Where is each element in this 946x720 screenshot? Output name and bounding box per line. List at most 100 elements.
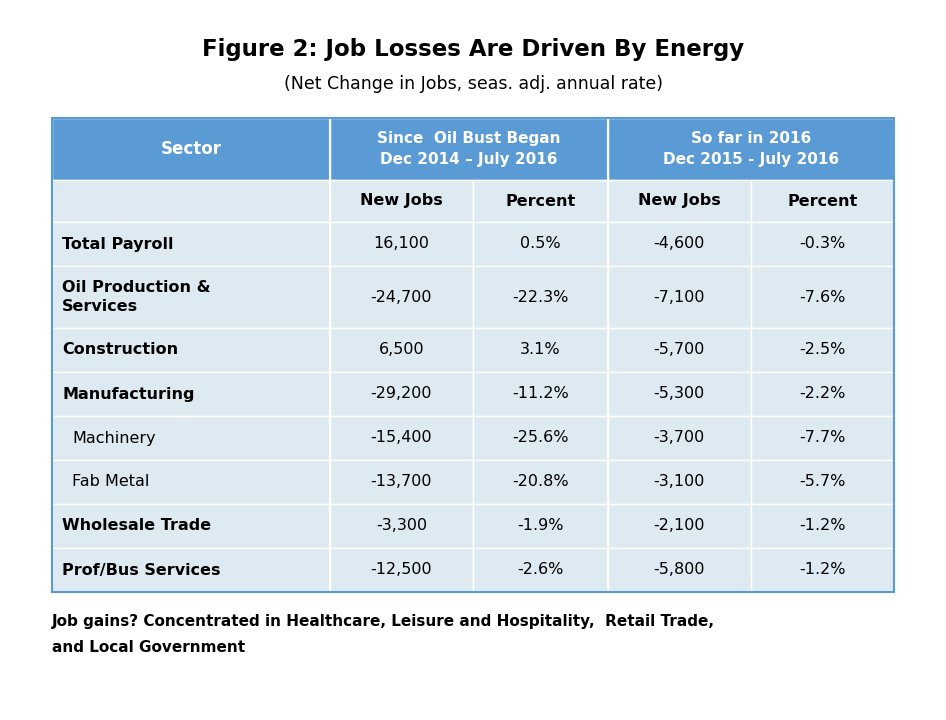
Bar — [607, 118, 894, 180]
Bar — [52, 180, 330, 222]
Bar — [751, 460, 894, 504]
Bar — [52, 372, 330, 416]
Bar — [751, 504, 894, 548]
Text: -5,800: -5,800 — [654, 562, 705, 577]
Text: Oil Production &
Services: Oil Production & Services — [62, 280, 211, 314]
Text: Fab Metal: Fab Metal — [72, 474, 149, 490]
Text: -5,300: -5,300 — [654, 387, 705, 402]
Bar — [52, 460, 330, 504]
Text: Construction: Construction — [62, 343, 178, 358]
Text: Wholesale Trade: Wholesale Trade — [62, 518, 211, 534]
Text: -22.3%: -22.3% — [512, 289, 569, 305]
Bar — [330, 328, 473, 372]
Text: and Local Government: and Local Government — [52, 640, 245, 655]
Bar — [607, 548, 751, 592]
Text: (Net Change in Jobs, seas. adj. annual rate): (Net Change in Jobs, seas. adj. annual r… — [284, 75, 662, 93]
Text: Machinery: Machinery — [72, 431, 156, 446]
Text: -2.6%: -2.6% — [517, 562, 564, 577]
Text: -7.6%: -7.6% — [799, 289, 846, 305]
Text: Total Payroll: Total Payroll — [62, 236, 173, 251]
Bar — [607, 328, 751, 372]
Bar — [330, 118, 607, 180]
Bar — [330, 504, 473, 548]
Text: -1.9%: -1.9% — [517, 518, 564, 534]
Bar — [751, 180, 894, 222]
Bar — [330, 180, 473, 222]
Text: Sector: Sector — [161, 140, 221, 158]
Text: New Jobs: New Jobs — [638, 194, 721, 209]
Text: -5.7%: -5.7% — [799, 474, 846, 490]
Text: -2.5%: -2.5% — [799, 343, 846, 358]
Bar — [751, 266, 894, 328]
Text: -5,700: -5,700 — [654, 343, 705, 358]
Text: Prof/Bus Services: Prof/Bus Services — [62, 562, 220, 577]
Bar — [473, 180, 607, 222]
Bar — [607, 504, 751, 548]
Text: New Jobs: New Jobs — [360, 194, 443, 209]
Text: Figure 2: Job Losses Are Driven By Energy: Figure 2: Job Losses Are Driven By Energ… — [201, 38, 745, 61]
Text: -1.2%: -1.2% — [799, 518, 846, 534]
Bar — [473, 504, 607, 548]
Bar — [473, 222, 607, 266]
Bar — [52, 504, 330, 548]
Text: 0.5%: 0.5% — [520, 236, 561, 251]
Text: -7,100: -7,100 — [654, 289, 705, 305]
Text: -1.2%: -1.2% — [799, 562, 846, 577]
Text: -0.3%: -0.3% — [799, 236, 846, 251]
Bar — [607, 222, 751, 266]
Text: 6,500: 6,500 — [378, 343, 424, 358]
Text: Job gains? Concentrated in Healthcare, Leisure and Hospitality,  Retail Trade,: Job gains? Concentrated in Healthcare, L… — [52, 614, 715, 629]
Text: -11.2%: -11.2% — [512, 387, 569, 402]
Bar — [52, 266, 330, 328]
Text: -13,700: -13,700 — [371, 474, 432, 490]
Text: Percent: Percent — [787, 194, 858, 209]
Bar — [473, 372, 607, 416]
Text: -2,100: -2,100 — [654, 518, 705, 534]
Bar — [473, 416, 607, 460]
Bar — [473, 328, 607, 372]
Text: Manufacturing: Manufacturing — [62, 387, 195, 402]
Text: -7.7%: -7.7% — [799, 431, 846, 446]
Text: -15,400: -15,400 — [371, 431, 432, 446]
Text: -4,600: -4,600 — [654, 236, 705, 251]
Bar — [473, 460, 607, 504]
Text: -3,100: -3,100 — [654, 474, 705, 490]
Bar — [607, 372, 751, 416]
Text: 16,100: 16,100 — [374, 236, 429, 251]
Bar — [751, 372, 894, 416]
Text: -3,300: -3,300 — [376, 518, 427, 534]
Bar — [52, 548, 330, 592]
Bar — [751, 222, 894, 266]
Bar — [607, 266, 751, 328]
Bar — [607, 180, 751, 222]
Bar — [330, 222, 473, 266]
Bar — [52, 222, 330, 266]
Text: Since  Oil Bust Began
Dec 2014 – July 2016: Since Oil Bust Began Dec 2014 – July 201… — [377, 131, 561, 167]
Bar — [52, 118, 330, 180]
Bar — [751, 548, 894, 592]
Text: 3.1%: 3.1% — [520, 343, 561, 358]
Bar — [607, 416, 751, 460]
Bar — [330, 460, 473, 504]
Bar — [751, 416, 894, 460]
Bar — [330, 266, 473, 328]
Bar — [330, 372, 473, 416]
Bar — [52, 118, 894, 592]
Bar — [473, 548, 607, 592]
Bar — [52, 416, 330, 460]
Bar — [52, 328, 330, 372]
Text: -2.2%: -2.2% — [799, 387, 846, 402]
Text: So far in 2016
Dec 2015 - July 2016: So far in 2016 Dec 2015 - July 2016 — [663, 131, 839, 167]
Bar — [473, 266, 607, 328]
Bar — [330, 416, 473, 460]
Text: -3,700: -3,700 — [654, 431, 705, 446]
Text: Percent: Percent — [505, 194, 575, 209]
Bar — [607, 460, 751, 504]
Text: -20.8%: -20.8% — [512, 474, 569, 490]
Bar — [751, 328, 894, 372]
Bar — [330, 548, 473, 592]
Text: -25.6%: -25.6% — [512, 431, 569, 446]
Text: -12,500: -12,500 — [371, 562, 432, 577]
Text: -24,700: -24,700 — [371, 289, 432, 305]
Text: -29,200: -29,200 — [371, 387, 432, 402]
